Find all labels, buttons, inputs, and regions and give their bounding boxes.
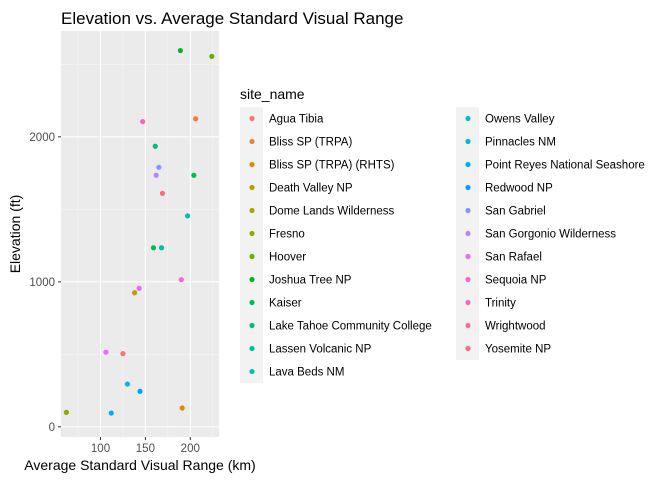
legend-label: Pinnacles NM [485,137,556,149]
y-tick-label: 2000 [29,132,55,144]
data-point [140,119,146,125]
y-axis-title: Elevation (ft) [7,195,23,274]
legend-key [249,345,255,352]
legend-label: Redwood NP [485,183,553,195]
x-tick-label: 200 [181,443,200,455]
minor-gridlines [61,31,219,437]
legend-items: Agua Tibia Bliss SP (TRPA) Bliss SP (TRPA)… [240,107,645,383]
chart-title: Elevation vs. Average Standard Visual Ra… [61,9,403,28]
data-point [103,349,109,355]
legend-key [249,253,255,260]
data-point [63,409,69,415]
data-point [120,351,126,357]
legend-key [465,299,471,306]
data-point [132,290,138,296]
y-axis-ticks: 0 1000 2000 [29,132,61,434]
legend-label: Joshua Tree NP [269,275,352,287]
y-tick-label: 0 [49,422,55,434]
data-point [159,190,166,196]
x-tick-label: 100 [91,443,110,455]
legend-label: Death Valley NP [269,183,353,195]
legend-label: Trinity [485,298,516,310]
data-point [152,143,158,149]
legend-key [249,161,255,168]
legend-key [249,368,255,375]
legend-label: San Rafael [485,252,542,264]
legend-key-background [240,107,263,383]
legend-key [249,115,255,122]
legend-label: Wrightwood [485,321,546,333]
data-point [136,285,142,291]
x-tick-label: 150 [136,443,155,455]
legend-label: Point Reyes National Seashore [485,160,645,172]
legend-label: Lava Beds NM [269,367,344,379]
legend-key [249,207,255,214]
legend-key [465,138,471,145]
legend-key [465,253,471,260]
legend-label: Owens Valley [485,114,555,126]
legend-key [249,184,255,191]
legend-label: Yosemite NP [485,344,551,356]
legend-key [249,230,255,237]
legend-label: San Gabriel [485,206,546,218]
data-point [153,172,159,178]
legend-label: Bliss SP (TRPA) (RHTS) [269,160,395,172]
legend-key [465,115,471,122]
data-point [177,47,183,54]
legend-label: Sequoia NP [485,275,547,287]
legend-key [249,322,255,329]
data-point [184,213,191,219]
y-tick-label: 1000 [29,277,55,289]
data-point [158,245,165,251]
data-point [209,53,215,59]
legend-key [465,184,471,191]
legend-key [465,276,471,283]
data-point [191,172,197,178]
legend-label: Hoover [269,252,306,264]
data-point [193,116,199,122]
legend-label: Kaiser [269,298,302,310]
data-point [124,381,131,387]
legend-key [465,345,471,352]
legend-key [465,230,471,237]
legend-label: San Gorgonio Wilderness [485,229,616,241]
data-point [108,410,114,416]
legend-key [465,322,471,329]
legend-key [465,207,471,214]
data-point [156,164,162,170]
legend: site_name Agua Tibia Bliss SP (TRPA) Bliss… [240,86,645,383]
data-point [178,277,184,283]
data-point [150,245,157,251]
legend-label: Agua Tibia [269,114,324,126]
legend-key [249,276,255,283]
legend-key [465,161,471,168]
legend-label: Lassen Volcanic NP [269,344,372,356]
legend-label: Fresno [269,229,305,241]
data-points [63,47,215,416]
legend-label: Bliss SP (TRPA) [269,137,352,149]
x-axis-ticks: 100 150 200 [91,437,200,455]
data-point [179,405,185,411]
legend-key [249,299,255,306]
data-point [137,388,143,394]
legend-label: Dome Lands Wilderness [269,206,395,218]
legend-title: site_name [240,86,305,102]
legend-key [249,138,255,145]
plot-panel [61,31,219,437]
major-gridlines [61,31,219,437]
legend-label: Lake Tahoe Community College [269,321,432,333]
x-axis-title: Average Standard Visual Range (km) [24,457,255,473]
